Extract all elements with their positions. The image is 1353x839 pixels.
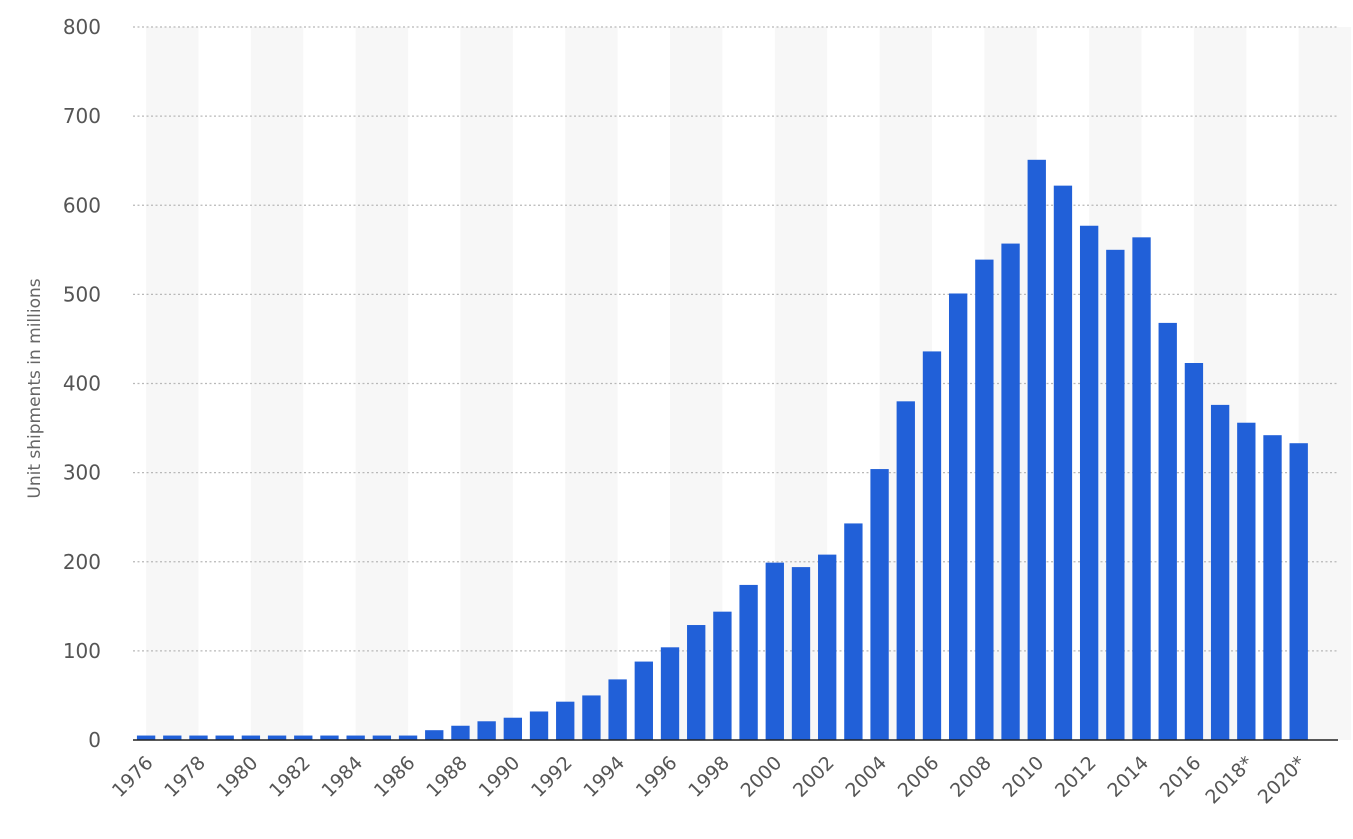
x-tick-label: 2012 (1051, 752, 1101, 802)
bar (896, 401, 915, 740)
bar (503, 717, 523, 740)
bar (425, 730, 444, 740)
x-tick-label: 2018* (1201, 752, 1257, 808)
y-tick-label: 800 (63, 15, 101, 39)
x-tick-label: 2014 (1103, 752, 1153, 802)
bar (241, 735, 261, 740)
bar (1289, 443, 1308, 740)
y-tick-label: 500 (63, 282, 101, 306)
bar (556, 701, 575, 740)
bar (215, 735, 234, 740)
background-band (565, 27, 618, 740)
bar (1210, 404, 1230, 740)
x-tick-label: 2020* (1254, 752, 1310, 808)
x-tick-label: 1998 (684, 752, 734, 802)
bar (922, 351, 942, 740)
x-tick-label: 2000 (737, 752, 787, 802)
y-tick-label: 0 (88, 728, 101, 752)
bar (765, 562, 784, 740)
bar (294, 735, 313, 740)
bar (529, 711, 549, 740)
bar (687, 625, 706, 740)
bar (1237, 422, 1256, 740)
bar (1001, 243, 1020, 741)
x-tick-label: 1976 (108, 752, 158, 802)
x-tick-label: 1982 (265, 752, 315, 802)
bar (346, 735, 365, 740)
x-tick-label: 1988 (422, 752, 472, 802)
bar (791, 567, 811, 740)
bar (975, 259, 994, 740)
x-tick-label: 1986 (370, 752, 420, 802)
bar (660, 647, 680, 740)
bar (713, 611, 732, 740)
x-tick-label: 1994 (579, 752, 629, 802)
x-axis-ticks: 1976 1978 1980 1982 1984 1986 1988 1990 1992 1994… (108, 752, 1310, 808)
y-tick-label: 100 (63, 639, 101, 663)
bar (267, 735, 287, 740)
x-tick-label: 1996 (632, 752, 682, 802)
bar (1184, 363, 1204, 740)
x-tick-label: 1978 (160, 752, 210, 802)
x-tick-label: 2008 (946, 752, 996, 802)
bar (1053, 185, 1073, 740)
bar (818, 554, 837, 740)
x-tick-label: 2010 (999, 752, 1049, 802)
bar (372, 735, 392, 740)
bar (870, 469, 889, 740)
y-axis-ticks: 0 100 200 300 400 500 600 700 800 (63, 15, 101, 752)
bar (163, 735, 182, 740)
y-tick-label: 200 (63, 550, 101, 574)
x-tick-label: 1980 (213, 752, 263, 802)
x-tick-label: 2006 (894, 752, 944, 802)
bar (398, 735, 418, 740)
x-tick-label: 2004 (841, 752, 891, 802)
bar (1158, 322, 1177, 740)
y-tick-label: 600 (63, 193, 101, 217)
bar (320, 735, 339, 740)
x-tick-label: 1984 (317, 752, 367, 802)
background-band (460, 27, 513, 740)
bar (582, 695, 601, 740)
y-axis-label: Unit shipments in millions (25, 278, 45, 498)
y-tick-label: 300 (63, 461, 101, 485)
bar (136, 735, 156, 740)
y-tick-label: 700 (63, 104, 101, 128)
bar (451, 725, 470, 740)
bars (136, 159, 1308, 741)
x-tick-label: 2016 (1156, 752, 1206, 802)
gridlines (133, 26, 1338, 652)
x-tick-label: 2002 (789, 752, 839, 802)
bar (1263, 435, 1282, 740)
bar (948, 293, 968, 740)
bar (1132, 237, 1151, 740)
bar (739, 584, 758, 740)
x-tick-label: 1990 (475, 752, 525, 802)
bar (634, 661, 653, 740)
bar (477, 721, 496, 740)
x-tick-label: 1992 (527, 752, 577, 802)
bar (1079, 225, 1099, 740)
bar (608, 679, 627, 740)
bar (844, 523, 863, 740)
bar (189, 735, 208, 740)
bar (1027, 159, 1046, 740)
bar (1106, 249, 1125, 740)
background-band (146, 27, 199, 740)
y-tick-label: 400 (63, 372, 101, 396)
